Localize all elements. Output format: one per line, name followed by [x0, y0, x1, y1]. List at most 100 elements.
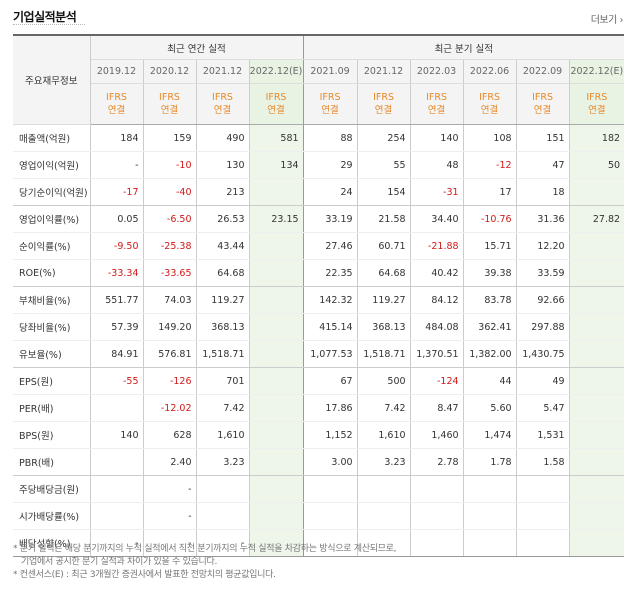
accounting-consolidated: 연결: [321, 105, 339, 116]
value-cell: [249, 232, 304, 260]
value-cell: [569, 502, 625, 530]
value-cell: [249, 502, 304, 530]
value-cell: 500: [357, 367, 411, 395]
value-cell: 5.60: [463, 394, 517, 422]
accounting-ifrs: IFRS: [106, 92, 127, 103]
value-cell: [249, 286, 304, 314]
value-cell: 88: [303, 124, 358, 152]
value-cell: [410, 502, 464, 530]
row-label: PER(배): [13, 394, 91, 422]
value-cell: 23.15: [249, 205, 304, 233]
value-cell: [90, 502, 144, 530]
value-cell: [249, 475, 304, 503]
value-cell: 33.59: [516, 259, 570, 287]
value-cell: [569, 340, 625, 368]
value-cell: 551.77: [90, 286, 144, 314]
value-cell: [569, 394, 625, 422]
value-cell: 17: [463, 178, 517, 206]
value-cell: -10.76: [463, 205, 517, 233]
value-cell: 130: [196, 151, 250, 179]
period-header: 2019.12: [90, 59, 144, 84]
accounting-consolidated: 연결: [374, 105, 393, 116]
value-cell: 576.81: [143, 340, 197, 368]
accounting-standard: IFRS 연결: [249, 83, 304, 125]
annual-group-header: 최근 연간 실적: [90, 34, 304, 60]
value-cell: 3.23: [196, 448, 250, 476]
period-header: 2022.06: [463, 59, 517, 84]
value-cell: 67: [303, 367, 358, 395]
value-cell: 3.23: [357, 448, 411, 476]
value-cell: 84.12: [410, 286, 464, 314]
value-cell: [569, 286, 625, 314]
value-cell: 7.42: [196, 394, 250, 422]
more-link[interactable]: 더보기: [591, 11, 623, 26]
value-cell: 34.40: [410, 205, 464, 233]
value-cell: [569, 475, 625, 503]
value-cell: 362.41: [463, 313, 517, 341]
value-cell: 64.68: [196, 259, 250, 287]
value-cell: 57.39: [90, 313, 144, 341]
row-label: 순이익률(%): [13, 232, 91, 260]
accounting-consolidated: 연결: [533, 105, 552, 116]
table-row: 당기순이익(억원) -17 -40 213 24 154 -31 17 18: [13, 178, 625, 206]
value-cell: 108: [463, 124, 517, 152]
value-cell: [569, 529, 625, 557]
value-cell: 27.82: [569, 205, 625, 233]
accounting-standard: IFRS 연결: [196, 83, 250, 125]
row-label: BPS(원): [13, 421, 91, 449]
accounting-consolidated: 연결: [160, 105, 179, 116]
value-cell: [303, 502, 358, 530]
accounting-standard: IFRS 연결: [303, 83, 358, 125]
table-row: EPS(원) -55 -126 701 67 500 -124 44 49: [13, 367, 625, 395]
value-cell: 12.20: [516, 232, 570, 260]
accounting-standard: IFRS 연결: [143, 83, 197, 125]
value-cell: 368.13: [196, 313, 250, 341]
value-cell: [249, 367, 304, 395]
value-cell: [303, 475, 358, 503]
value-cell: [249, 313, 304, 341]
value-cell: 17.86: [303, 394, 358, 422]
period-header: 2022.12(E): [249, 59, 304, 84]
footnotes: * 분기 실적은 해당 분기까지의 누적 실적에서 직전 분기까지의 누적 실적…: [13, 543, 397, 582]
value-cell: 2.40: [143, 448, 197, 476]
accounting-ifrs: IFRS: [532, 92, 553, 103]
value-cell: [249, 394, 304, 422]
value-cell: 29: [303, 151, 358, 179]
value-cell: 50: [569, 151, 625, 179]
value-cell: [303, 529, 358, 557]
table-row: 매출액(억원) 184 159 490 581 88 254 140 108 151 182: [13, 124, 625, 152]
period-header: 2022.09: [516, 59, 570, 84]
value-cell: [410, 475, 464, 503]
value-cell: [249, 529, 304, 557]
row-label: PBR(배): [13, 448, 91, 476]
value-cell: 47: [516, 151, 570, 179]
row-label: EPS(원): [13, 367, 91, 395]
value-cell: 154: [357, 178, 411, 206]
row-label: 시가배당률(%): [13, 502, 91, 530]
financial-table: 주요재무정보 최근 연간 실적 최근 분기 실적 2019.12 2020.12 2…: [13, 34, 625, 557]
value-cell: 15.71: [463, 232, 517, 260]
value-cell: 581: [249, 124, 304, 152]
row-label: 당기순이익(억원): [13, 178, 91, 206]
value-cell: [357, 529, 411, 557]
value-cell: 490: [196, 124, 250, 152]
value-cell: [569, 367, 625, 395]
accounting-consolidated: 연결: [213, 105, 232, 116]
value-cell: 40.42: [410, 259, 464, 287]
value-cell: [357, 502, 411, 530]
accounting-standard: IFRS 연결: [569, 83, 625, 125]
value-cell: -17: [90, 178, 144, 206]
period-header: 2021.12: [357, 59, 411, 84]
accounting-ifrs: IFRS: [586, 92, 608, 103]
value-cell: -25.38: [143, 232, 197, 260]
title-underline: [13, 24, 85, 25]
value-cell: -33.34: [90, 259, 144, 287]
value-cell: 31.36: [516, 205, 570, 233]
value-cell: [249, 259, 304, 287]
row-label: 영업이익률(%): [13, 205, 91, 233]
value-cell: 140: [90, 421, 144, 449]
accounting-consolidated: 연결: [588, 105, 606, 116]
value-cell: [463, 502, 517, 530]
value-cell: 149.20: [143, 313, 197, 341]
footnote-quarterly-cont: 기업에서 공시한 분기 실적과 차이가 있을 수 있습니다.: [21, 557, 218, 567]
